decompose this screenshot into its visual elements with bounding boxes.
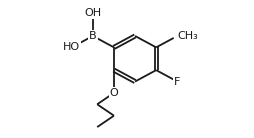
Text: OH: OH <box>84 8 101 18</box>
Text: CH₃: CH₃ <box>177 31 198 41</box>
Text: B: B <box>89 31 97 41</box>
Text: O: O <box>109 88 118 98</box>
Text: F: F <box>174 77 181 87</box>
Text: HO: HO <box>63 42 80 52</box>
